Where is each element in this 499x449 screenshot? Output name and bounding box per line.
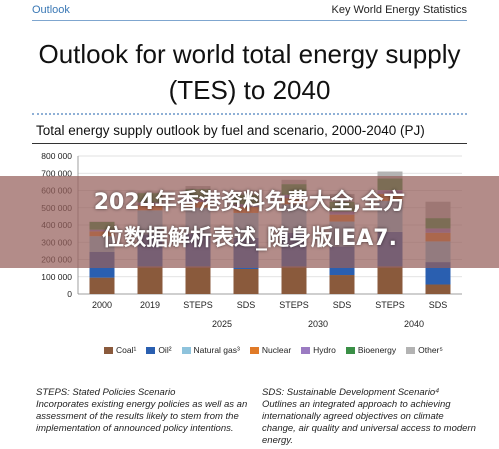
sds-note-title: SDS: Sustainable Development Scenario⁴ [262, 387, 440, 398]
slide-title: Outlook for world total energy supply (T… [0, 36, 499, 108]
legend-label: Other⁵ [418, 345, 443, 355]
header-divider [32, 20, 467, 21]
x-tick-label: 2019 [140, 300, 160, 310]
header-section-label: Outlook [32, 4, 70, 16]
legend-label: Natural gas³ [193, 345, 240, 355]
x-tick-label: SDS [429, 300, 448, 310]
x-tick-label: SDS [237, 300, 256, 310]
legend-label: Hydro [313, 345, 336, 355]
legend-label: Nuclear [261, 345, 292, 355]
chart-title-rule [32, 143, 467, 144]
x-tick-label: STEPS [183, 300, 213, 310]
legend-item: Natural gas³ [181, 345, 240, 355]
bar-segment [89, 277, 115, 294]
bar-segment [137, 266, 163, 294]
legend-label: Oil² [158, 345, 172, 355]
x-tick-label: STEPS [375, 300, 405, 310]
dotted-divider [32, 113, 467, 115]
banner-line-2: 位数据解析表述_随身版IEA7. [102, 226, 397, 251]
bar-segment [185, 266, 211, 294]
sds-note-body: Outlines an integrated approach to achie… [262, 399, 476, 446]
bar-segment [377, 266, 403, 294]
slide-title-line-2: (TES) to 2040 [168, 75, 331, 105]
banner-line-1: 2024年香港资料免费大全,全方 [93, 190, 406, 215]
bar-segment [377, 171, 403, 179]
legend-swatch [249, 346, 259, 354]
x-tick-label: 2000 [92, 300, 112, 310]
header-publication-title: Key World Energy Statistics [331, 4, 467, 16]
legend-item: Nuclear [249, 345, 292, 355]
steps-note: STEPS: Stated Policies Scenario Incorpor… [36, 387, 251, 435]
overlay-banner-text: 2024年香港资料免费大全,全方 位数据解析表述_随身版IEA7. [12, 185, 487, 257]
x-tick-label: STEPS [279, 300, 309, 310]
chart-title: Total energy supply outlook by fuel and … [36, 123, 425, 138]
legend-label: Coal¹ [116, 345, 137, 355]
legend-swatch [104, 346, 113, 354]
legend-swatch [406, 346, 416, 354]
sds-note: SDS: Sustainable Development Scenario⁴ O… [262, 387, 477, 447]
legend-item: Bioenergy [345, 345, 397, 355]
x-tick-label: SDS [333, 300, 352, 310]
x-group-label: 2030 [308, 319, 328, 329]
legend-label: Bioenergy [357, 345, 397, 355]
overlay-banner: 2024年香港资料免费大全,全方 位数据解析表述_随身版IEA7. [0, 176, 499, 268]
slide-title-line-1: Outlook for world total energy supply [38, 39, 461, 69]
steps-note-body: Incorporates existing energy policies as… [36, 399, 248, 434]
legend-item: Other⁵ [406, 345, 443, 355]
bar-segment [281, 266, 307, 294]
steps-note-title: STEPS: Stated Policies Scenario [36, 387, 176, 398]
legend-swatch [345, 346, 355, 354]
bar-segment [329, 275, 355, 294]
x-group-label: 2040 [404, 319, 424, 329]
y-tick-label: 800 000 [41, 151, 72, 161]
legend-item: Coal¹ [104, 345, 136, 355]
legend-item: Oil² [146, 345, 172, 355]
bar-segment [233, 268, 259, 294]
legend-swatch [146, 346, 156, 354]
y-tick-label: 0 [67, 289, 72, 299]
legend-item: Hydro [301, 345, 336, 355]
y-tick-label: 100 000 [41, 272, 72, 282]
chart-legend: Coal¹ Oil² Natural gas³ Nuclear Hydro Bioener… [104, 345, 443, 355]
legend-swatch [301, 346, 311, 354]
bar-segment [425, 284, 451, 294]
y-tick-label: 700 000 [41, 168, 72, 178]
legend-swatch [181, 346, 191, 354]
x-group-label: 2025 [212, 319, 232, 329]
